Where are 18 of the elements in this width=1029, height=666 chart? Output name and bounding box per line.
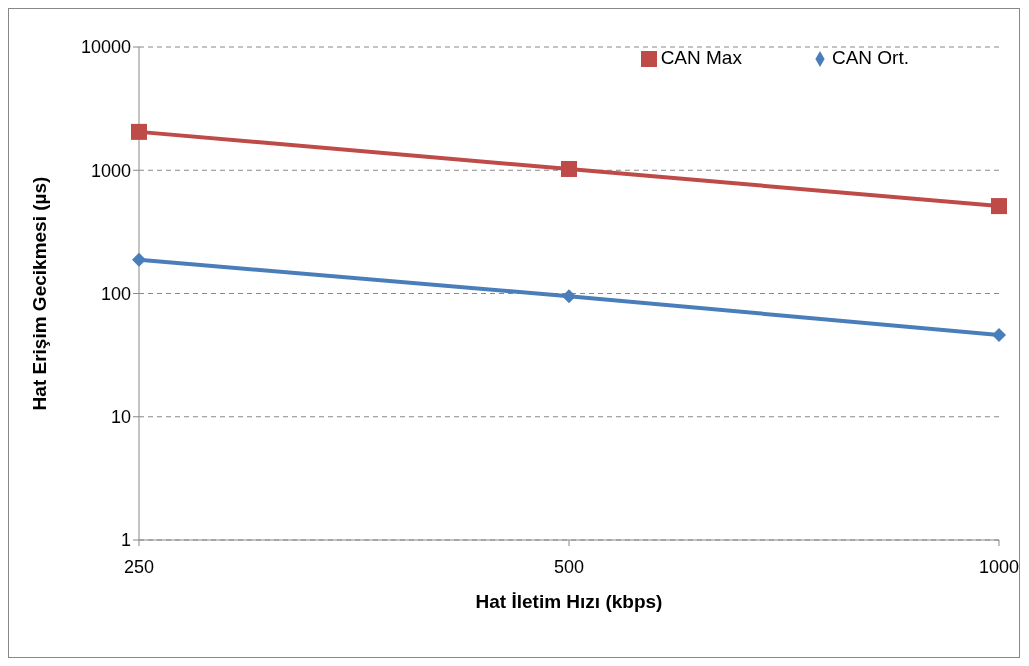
point	[562, 289, 576, 304]
y-tick-label: 10000	[80, 37, 131, 58]
y-axis-title: Hat Erişim Gecikmesi (µs)	[28, 176, 50, 411]
point	[992, 328, 1006, 343]
x-tick-label: 500	[553, 556, 585, 577]
x-tick-label: 250	[123, 556, 155, 577]
point	[561, 160, 577, 177]
y-tick-label: 10	[110, 407, 131, 428]
x-axis-title: Hat İletim Hızı (kbps)	[475, 591, 663, 613]
y-tick-label: 1000	[90, 160, 131, 181]
y-tick-label: 100	[100, 283, 131, 304]
legend-label: CAN Max	[660, 47, 742, 68]
point	[991, 198, 1007, 215]
point	[131, 123, 147, 140]
point	[132, 252, 146, 267]
x-tick-label: 1000	[978, 556, 1020, 577]
legend-label: CAN Ort.	[831, 47, 909, 68]
y-tick-label: 1	[120, 530, 131, 551]
